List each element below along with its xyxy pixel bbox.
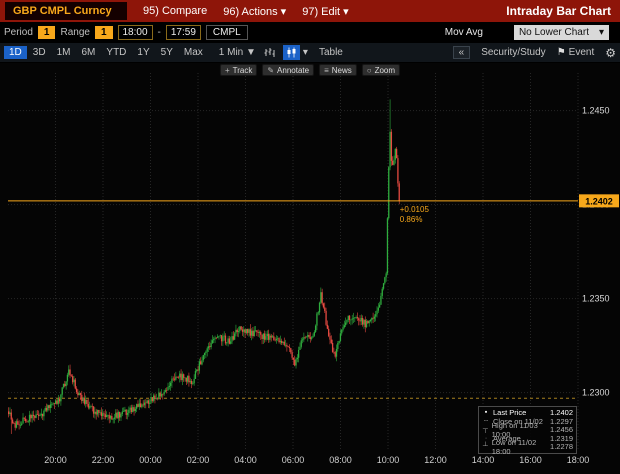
svg-text:18:00: 18:00 bbox=[567, 455, 590, 465]
table-button[interactable]: Table bbox=[318, 47, 343, 58]
low-marker-icon: ┴ bbox=[482, 443, 488, 451]
svg-text:10:00: 10:00 bbox=[377, 455, 400, 465]
zoom-button[interactable]: ○ Zoom bbox=[361, 64, 401, 76]
svg-text:1.2300: 1.2300 bbox=[582, 388, 610, 398]
legend-value: 1.2278 bbox=[550, 442, 573, 452]
average-marker-icon: · bbox=[484, 434, 488, 442]
time-start-input[interactable]: 18:00 bbox=[117, 25, 153, 40]
interval-select[interactable]: 1 Min ▼ bbox=[218, 47, 256, 58]
news-label: News bbox=[331, 65, 352, 75]
track-label: Track bbox=[232, 65, 253, 75]
title-bar: GBP CMPL Curncy 95) Compare 96) Actions … bbox=[0, 0, 620, 22]
chevron-down-icon: ▾ bbox=[598, 27, 604, 38]
svg-text:16:00: 16:00 bbox=[519, 455, 542, 465]
tab-5y[interactable]: 5Y bbox=[160, 47, 173, 58]
event-button[interactable]: ⚑ Event bbox=[557, 47, 595, 58]
range-label: Range bbox=[60, 27, 90, 38]
edit-menu[interactable]: 97) Edit ▾ bbox=[302, 5, 349, 18]
settings-bar: Period 1 Range 1 18:00 - 17:59 CMPL Mov … bbox=[0, 22, 620, 43]
legend-row-last-price: ▪ Last Price 1.2402 bbox=[482, 408, 573, 418]
zoom-label: Zoom bbox=[374, 65, 396, 75]
security-ticker-input[interactable]: GBP CMPL Curncy bbox=[5, 2, 127, 20]
actions-menu[interactable]: 96) Actions ▾ bbox=[223, 5, 287, 18]
zoom-icon: ○ bbox=[366, 65, 372, 75]
gear-icon[interactable]: ⚙ bbox=[605, 45, 616, 60]
track-icon: + bbox=[224, 65, 230, 75]
annotate-icon: ✎ bbox=[267, 65, 275, 75]
svg-text:0.86%: 0.86% bbox=[400, 215, 423, 224]
chart-region: + Track ✎ Annotate ≡ News ○ Zoom 20:00 22… bbox=[0, 63, 620, 474]
track-button[interactable]: + Track bbox=[219, 64, 258, 76]
high-marker-icon: ┬ bbox=[482, 426, 488, 434]
toolbar-right-group: « Security/Study ⚑ Event ⚙ bbox=[452, 45, 616, 60]
flag-icon: ⚑ bbox=[556, 47, 566, 58]
svg-text:1.2402: 1.2402 bbox=[585, 196, 613, 206]
legend-row-low: ┴ Low on 11/02 18:00 1.2278 bbox=[482, 438, 573, 456]
screen-title: Intraday Bar Chart bbox=[506, 4, 611, 18]
legend-value: 1.2402 bbox=[550, 408, 573, 418]
range-value[interactable]: 1 bbox=[94, 26, 113, 39]
svg-text:02:00: 02:00 bbox=[187, 455, 210, 465]
chart-legend: ▪ Last Price 1.2402 ┄ Close on 11/02 1.2… bbox=[478, 405, 577, 456]
tab-1d[interactable]: 1D bbox=[4, 46, 27, 59]
lower-chart-value: No Lower Chart bbox=[518, 27, 589, 38]
legend-row-high: ┬ High on 11/03 10:00 1.2456 bbox=[482, 421, 573, 439]
svg-text:1.2450: 1.2450 bbox=[582, 106, 610, 116]
bar-chart-type-button[interactable] bbox=[261, 45, 278, 60]
svg-text:04:00: 04:00 bbox=[234, 455, 257, 465]
period-value[interactable]: 1 bbox=[37, 26, 56, 39]
close-line-marker-icon: ┄ bbox=[483, 418, 489, 426]
svg-text:22:00: 22:00 bbox=[92, 455, 115, 465]
chart-tools-row: + Track ✎ Annotate ≡ News ○ Zoom bbox=[219, 64, 401, 76]
security-study-button[interactable]: Security/Study bbox=[481, 47, 546, 58]
lower-chart-select[interactable]: No Lower Chart ▾ bbox=[513, 25, 609, 40]
tab-max[interactable]: Max bbox=[183, 47, 203, 58]
chart-type-caret-icon[interactable]: ▾ bbox=[302, 47, 308, 58]
legend-label: Close on 11/02 bbox=[493, 416, 543, 426]
chart-plot[interactable]: 20:00 22:00 00:00 02:00 04:00 06:00 08:00 10:00… bbox=[0, 63, 620, 474]
event-label: Event bbox=[568, 47, 595, 58]
tab-6m[interactable]: 6M bbox=[81, 47, 96, 58]
legend-label: High on 11/03 10:00 bbox=[491, 420, 538, 439]
time-separator: - bbox=[157, 27, 161, 38]
svg-text:06:00: 06:00 bbox=[282, 455, 305, 465]
collapse-panel-button[interactable]: « bbox=[452, 46, 471, 59]
svg-text:20:00: 20:00 bbox=[44, 455, 67, 465]
legend-label: Average bbox=[493, 433, 521, 443]
tab-1m[interactable]: 1M bbox=[56, 47, 71, 58]
svg-text:12:00: 12:00 bbox=[424, 455, 447, 465]
tab-3d[interactable]: 3D bbox=[32, 47, 46, 58]
mov-avg-button[interactable]: Mov Avg bbox=[444, 27, 483, 38]
candlestick-type-button[interactable] bbox=[282, 45, 300, 60]
candlestick-icon bbox=[287, 47, 296, 58]
last-price-marker-icon: ▪ bbox=[484, 409, 488, 417]
legend-label: Low on 11/02 18:00 bbox=[491, 437, 537, 456]
svg-text:1.2350: 1.2350 bbox=[582, 294, 610, 304]
field-input[interactable]: CMPL bbox=[205, 25, 248, 40]
news-button[interactable]: ≡ News bbox=[319, 64, 357, 76]
svg-text:00:00: 00:00 bbox=[139, 455, 162, 465]
annotate-button[interactable]: ✎ Annotate bbox=[262, 64, 315, 76]
time-end-input[interactable]: 17:59 bbox=[165, 25, 201, 40]
bar-chart-icon bbox=[264, 48, 275, 57]
annotate-label: Annotate bbox=[277, 65, 310, 75]
chart-toolbar: 1D 3D 1M 6M YTD 1Y 5Y Max 1 Min ▼ ▾ Tabl… bbox=[0, 43, 620, 63]
legend-row-close: ┄ Close on 11/02 1.2297 bbox=[482, 417, 573, 426]
svg-text:+0.0105: +0.0105 bbox=[400, 205, 430, 214]
legend-value: 1.2456 bbox=[550, 425, 573, 435]
tab-1y[interactable]: 1Y bbox=[137, 47, 150, 58]
tab-ytd[interactable]: YTD bbox=[106, 47, 127, 58]
svg-text:14:00: 14:00 bbox=[472, 455, 495, 465]
legend-value: 1.2319 bbox=[550, 433, 573, 443]
legend-label: Last Price bbox=[493, 408, 527, 418]
legend-row-average: · Average 1.2319 bbox=[482, 434, 573, 443]
svg-text:08:00: 08:00 bbox=[329, 455, 352, 465]
compare-button[interactable]: 95) Compare bbox=[143, 5, 208, 17]
period-label: Period bbox=[4, 27, 33, 38]
news-icon: ≡ bbox=[324, 65, 329, 75]
legend-value: 1.2297 bbox=[550, 416, 573, 426]
